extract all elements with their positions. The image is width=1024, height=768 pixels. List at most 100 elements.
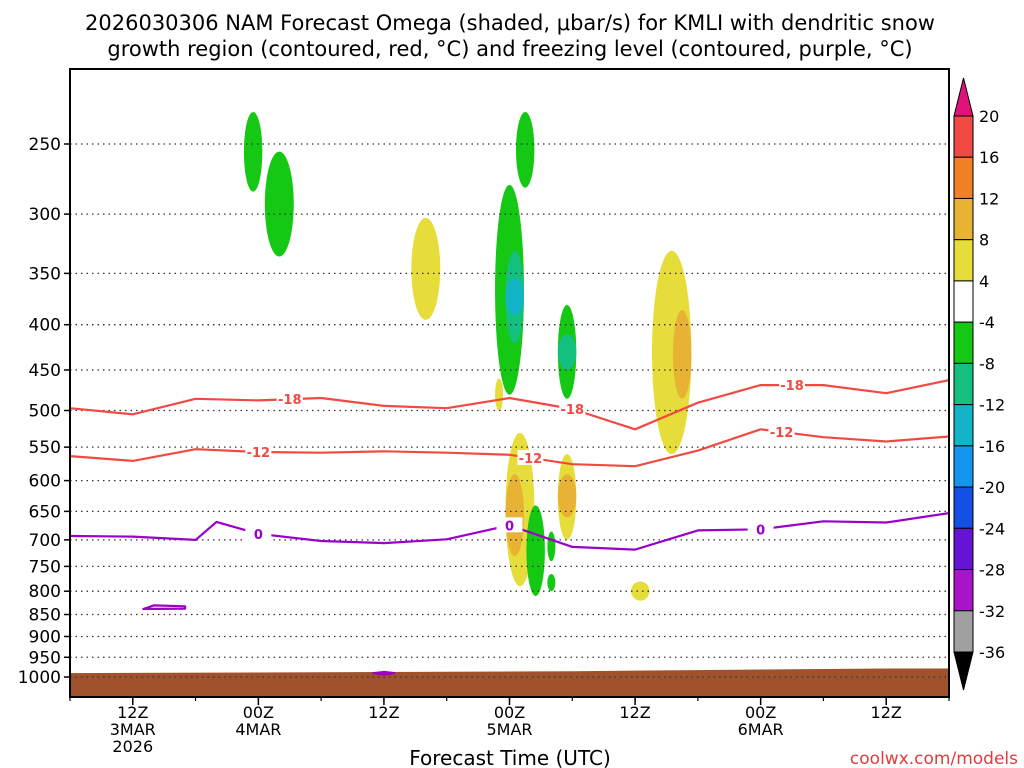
contour-label: -18 [780,379,804,394]
colorbar-tick-label: -28 [979,561,1005,580]
colorbar-bin [953,197,974,241]
contour-label: -12 [519,452,543,467]
colorbar-tick-label: -12 [979,396,1005,415]
x-tick-label: 00Z [243,703,274,722]
contour-closed-4 [372,670,396,676]
colorbar: 20 16 12 8 4 -4 -8 -12 -16 -20 -24 -28 -32 -36 [953,77,1005,691]
contour-label-bg [245,525,272,541]
omega-region-2 [411,217,441,320]
temperature-contours: -18 -18 -18 -12 -12 -12 0 0 0 [70,377,949,676]
contour--12-1 [70,428,949,468]
chart-title-line-1: 2026030306 NAM Forecast Omega (shaded, μ… [85,11,935,35]
colorbar-bin [953,239,974,282]
colorbar-bin [953,404,974,447]
colorbar-bin [953,362,974,406]
omega-region-15 [526,505,545,596]
x-tick-label: 2026 [112,737,153,756]
contour-label: 0 [505,519,514,534]
colorbar-bin [953,486,974,529]
contour-label-bg [747,521,774,537]
colorbar-tick-label: 12 [979,189,999,208]
omega-region-8 [557,334,577,370]
omega-region-18 [631,581,650,601]
omega-region-16 [547,574,556,592]
x-tick-label: 00Z [745,703,776,722]
colorbar-bin [953,115,974,158]
contour-label-bg [245,444,272,460]
colorbar-bin [953,321,974,364]
credit-text: coolwx.com/models [850,749,1018,768]
x-tick-label: 12Z [368,703,399,722]
contour-closed-3 [142,604,187,611]
chart-title-line-2: growth region (contoured, red, °C) and f… [107,37,912,61]
omega-region-10 [672,310,692,399]
colorbar-bin [953,445,974,488]
x-axis-label: Forecast Time (UTC) [409,746,611,768]
colorbar-bin [953,280,974,323]
colorbar-tick-label: -4 [979,313,995,332]
below-ground-fill [70,668,949,697]
pressure-gridlines [70,143,949,678]
colorbar-bottom-arrow [953,651,974,691]
y-tick-label: 800 [29,582,61,602]
colorbar-bin [953,156,974,199]
y-tick-label: 1000 [18,668,61,688]
contour-label: 0 [254,528,263,543]
colorbar-tick-label: -16 [979,437,1005,456]
y-tick-label: 900 [29,627,61,647]
colorbar-bin [953,527,974,571]
x-tick-label: 12Z [871,703,902,722]
y-tick-label: 700 [29,531,61,551]
contour-label-bg [768,423,795,439]
x-tick-label: 00Z [494,703,525,722]
contour-0-2 [70,512,949,551]
y-tick-label: 650 [29,502,61,522]
omega-shading [243,111,692,601]
omega-region-0 [264,151,294,257]
x-tick-label: 4MAR [235,720,281,739]
contour-label: -12 [247,446,271,461]
x-tick-label: 12Z [117,703,148,722]
contour-label: -18 [561,403,585,418]
contour-label-bg [517,449,544,465]
y-tick-label: 450 [29,361,61,381]
colorbar-bin [953,610,974,653]
x-tick-label: 12Z [619,703,650,722]
contour-label-bg [496,517,523,533]
x-tick-label: 6MAR [738,720,784,739]
omega-region-19 [495,378,504,411]
y-tick-label: 500 [29,402,61,422]
contour-label: 0 [756,523,765,538]
y-tick-label: 600 [29,472,61,492]
y-tick-label: 250 [29,135,61,155]
omega-region-1 [243,111,263,192]
omega-region-14 [557,474,577,518]
colorbar-tick-label: 4 [979,272,989,291]
contour-label: -18 [278,393,302,408]
y-tick-label: 750 [29,557,61,577]
colorbar-tick-label: -32 [979,602,1005,621]
colorbar-tick-label: 8 [979,231,989,250]
y-tick-label: 300 [29,205,61,225]
y-tick-label: 400 [29,316,61,336]
colorbar-tick-label: -20 [979,478,1005,497]
colorbar-tick-label: -24 [979,519,1005,538]
contour-label-bg [276,391,303,407]
ground-fill [70,668,949,697]
contour-label-bg [779,377,806,393]
omega-region-17 [547,531,556,562]
colorbar-tick-label: 16 [979,148,999,167]
omega-region-9 [652,250,692,455]
omega-region-5 [505,278,524,315]
y-axis: 2503003504004505005506006507007508008509… [18,135,70,688]
colorbar-top-arrow [953,77,974,117]
y-tick-label: 550 [29,438,61,458]
colorbar-tick-label: 20 [979,107,999,126]
colorbar-tick-label: -36 [979,643,1005,662]
omega-region-12 [505,474,524,557]
x-tick-label: 5MAR [486,720,532,739]
y-tick-label: 950 [29,648,61,668]
colorbar-tick-label: -8 [979,354,995,373]
